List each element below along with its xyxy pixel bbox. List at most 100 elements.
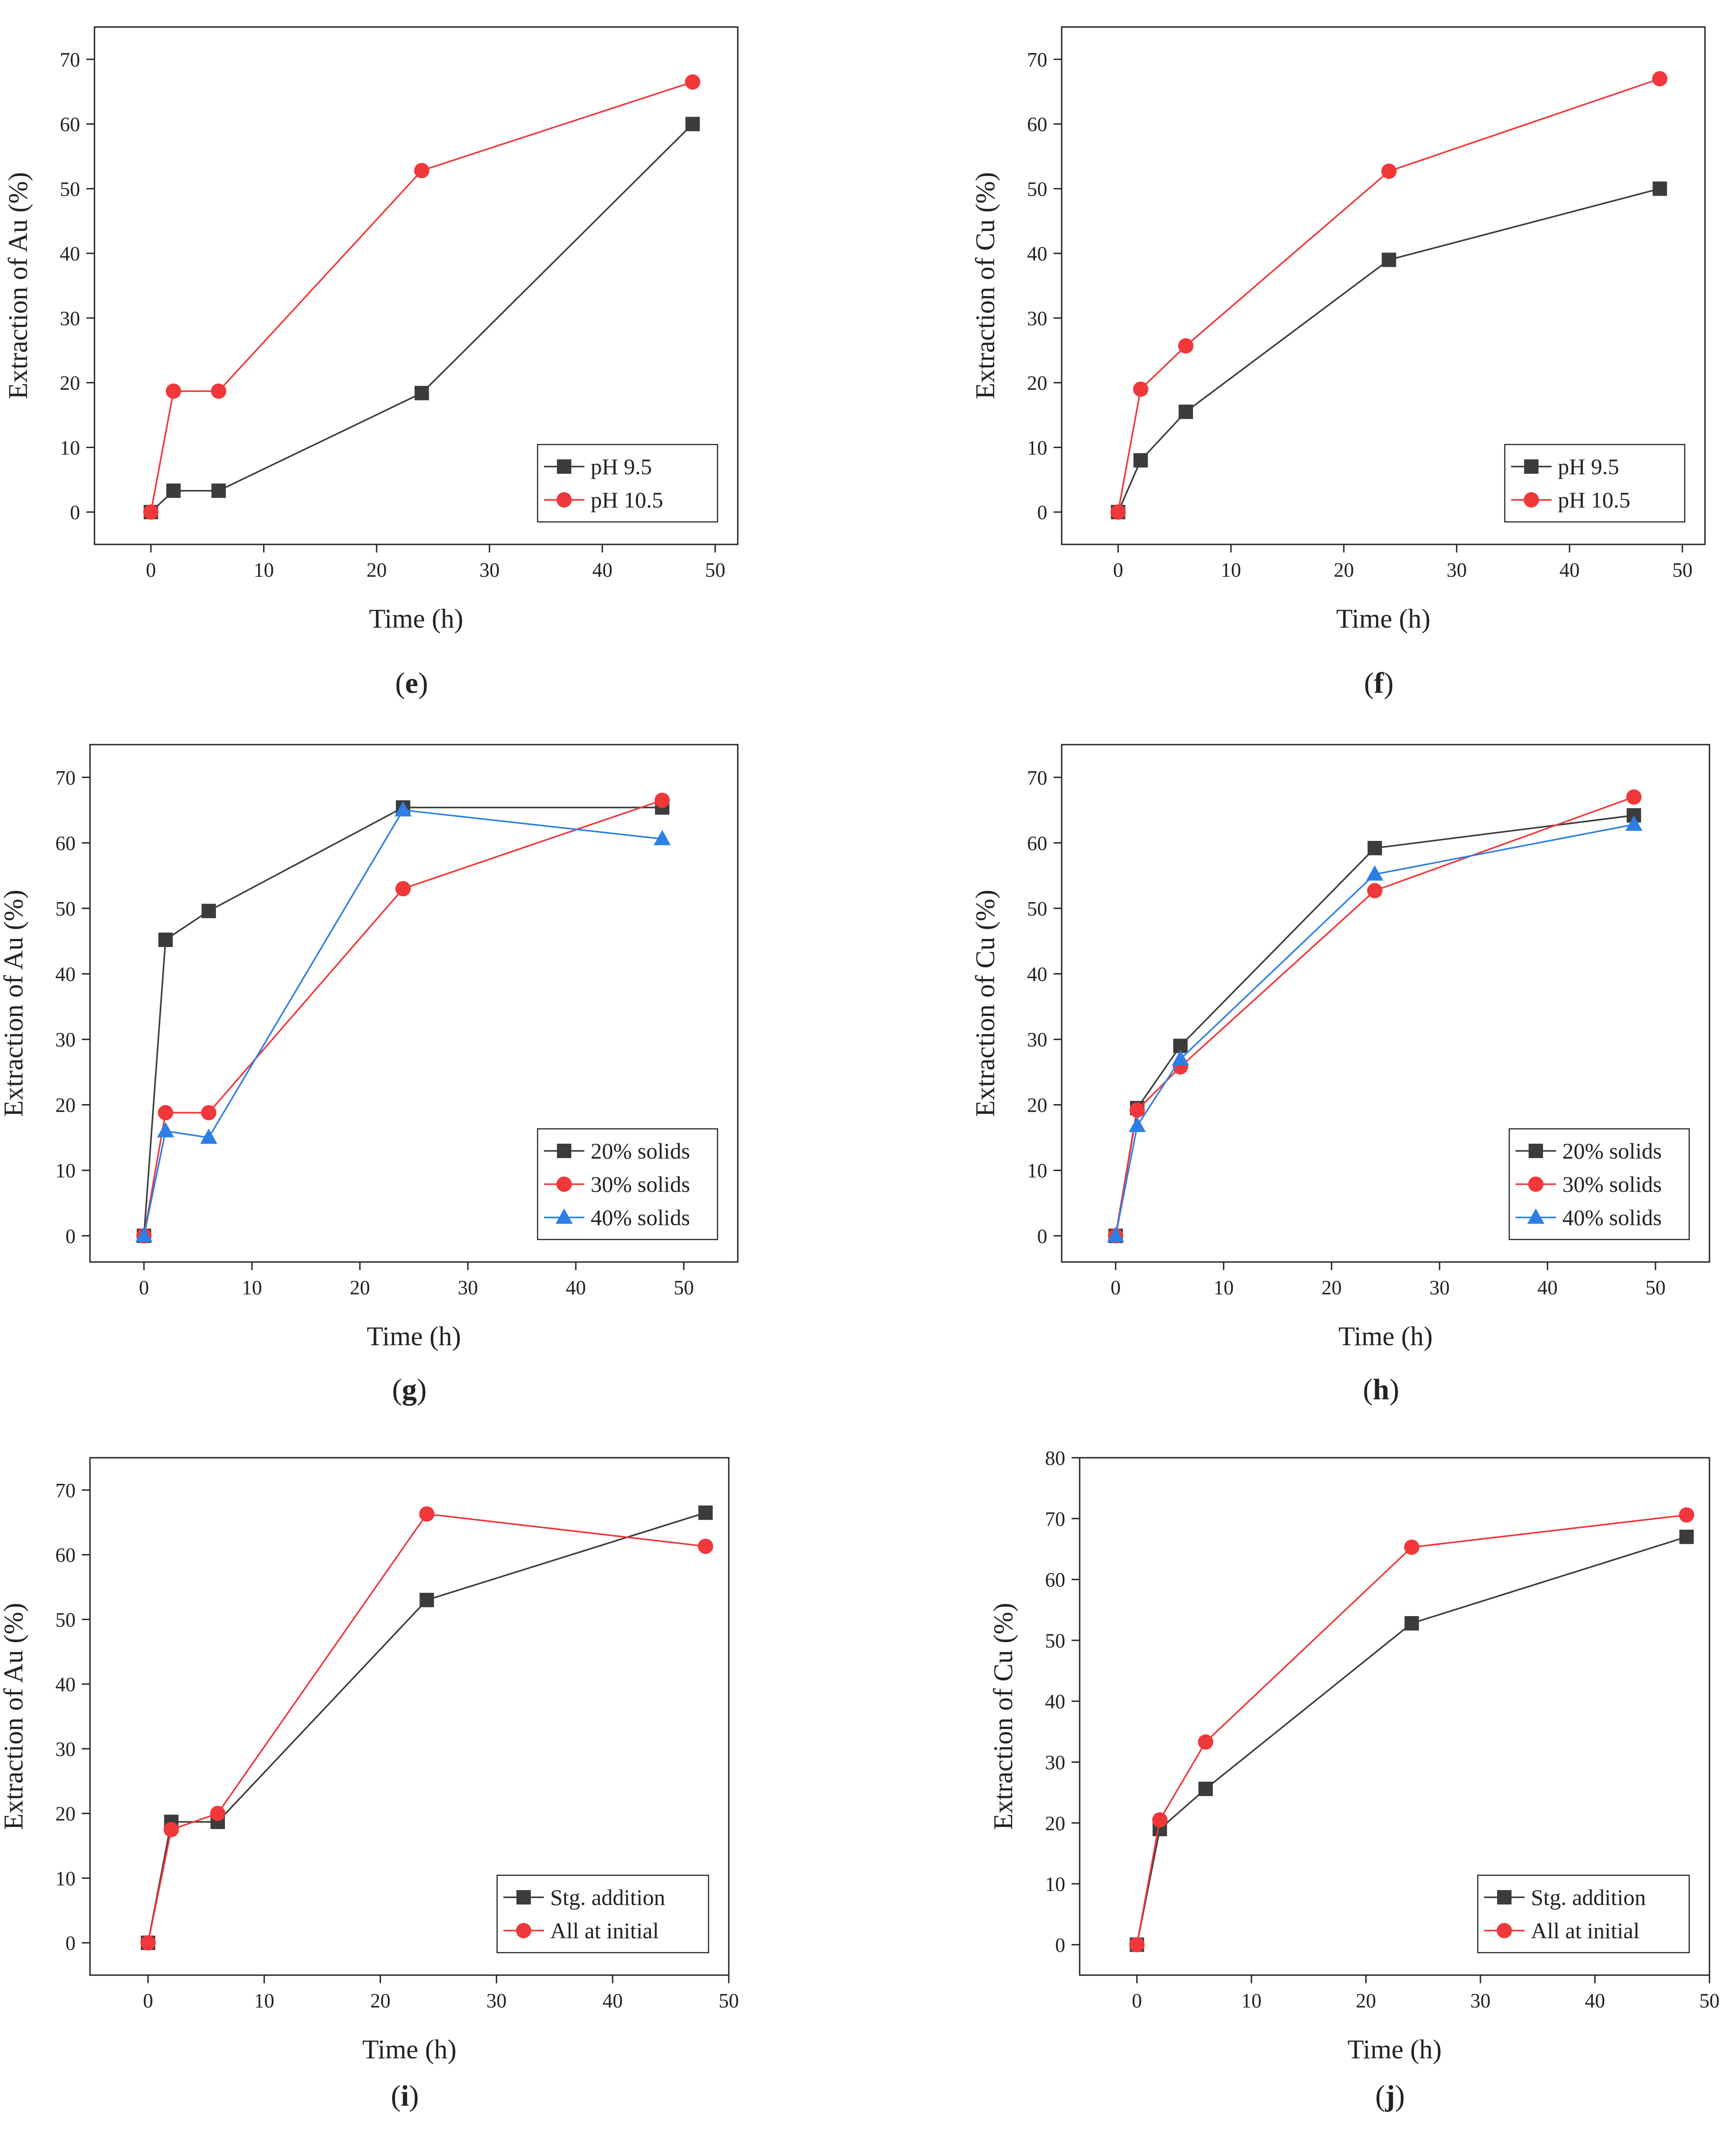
data-point bbox=[1133, 382, 1148, 397]
y-axis-label: Extraction of Au (%) bbox=[0, 1603, 28, 1830]
y-tick-label: 60 bbox=[55, 1544, 76, 1567]
legend-entry: Stg. addition bbox=[550, 1885, 665, 1910]
panel-caption-letter: e bbox=[405, 667, 418, 700]
data-point bbox=[419, 1506, 435, 1522]
legend-marker bbox=[516, 1923, 531, 1938]
y-tick-label: 50 bbox=[55, 1608, 76, 1631]
data-point bbox=[1178, 338, 1193, 354]
legend-entry: 20% solids bbox=[1562, 1138, 1662, 1163]
y-tick-label: 30 bbox=[55, 1738, 76, 1761]
data-point bbox=[654, 830, 671, 845]
panel-caption: (j) bbox=[1375, 2080, 1405, 2112]
x-tick-label: 30 bbox=[1470, 1990, 1490, 2012]
y-tick-label: 50 bbox=[1027, 178, 1047, 200]
data-point bbox=[655, 792, 670, 808]
data-point bbox=[1198, 1782, 1213, 1796]
y-tick-label: 0 bbox=[70, 501, 81, 524]
data-point bbox=[414, 163, 430, 179]
y-tick-label: 40 bbox=[1045, 1690, 1065, 1713]
data-point bbox=[157, 1122, 174, 1137]
legend-entry: 40% solids bbox=[591, 1205, 690, 1230]
y-tick-label: 40 bbox=[1027, 963, 1047, 985]
data-point bbox=[140, 1935, 156, 1951]
panel-caption: (f) bbox=[1364, 667, 1394, 700]
y-axis-label: Extraction of Cu (%) bbox=[970, 172, 1000, 400]
x-tick-label: 0 bbox=[139, 1276, 149, 1299]
panel-caption-letter: j bbox=[1385, 2080, 1395, 2112]
data-point bbox=[201, 1105, 216, 1121]
legend-entry: 30% solids bbox=[1562, 1172, 1662, 1197]
data-point bbox=[685, 74, 700, 90]
legend-entry: All at initial bbox=[1531, 1918, 1640, 1943]
data-point bbox=[202, 903, 216, 918]
x-tick-label: 50 bbox=[1700, 1990, 1720, 2012]
data-point bbox=[1130, 1102, 1145, 1118]
x-tick-label: 50 bbox=[719, 1990, 739, 2012]
plot-frame bbox=[1079, 1457, 1710, 1976]
data-point bbox=[1366, 865, 1383, 881]
y-tick-label: 70 bbox=[1027, 49, 1047, 71]
data-point bbox=[1626, 789, 1642, 805]
y-tick-label: 10 bbox=[55, 1159, 76, 1182]
x-tick-label: 50 bbox=[1672, 559, 1692, 581]
panel-caption: (h) bbox=[1363, 1373, 1400, 1406]
x-tick-label: 30 bbox=[1430, 1276, 1450, 1299]
data-point bbox=[395, 881, 411, 897]
x-tick-label: 10 bbox=[254, 1990, 274, 2012]
y-tick-label: 30 bbox=[60, 307, 80, 330]
panel-caption-letter: g bbox=[402, 1373, 417, 1406]
panel-caption: (g) bbox=[392, 1373, 427, 1406]
data-point bbox=[1652, 71, 1668, 86]
y-axis-label: Extraction of Au (%) bbox=[3, 172, 33, 400]
plot-frame bbox=[1061, 26, 1706, 545]
data-point bbox=[1404, 1539, 1420, 1555]
x-tick-label: 10 bbox=[1214, 1276, 1234, 1299]
data-point bbox=[1107, 1226, 1124, 1242]
legend-box bbox=[496, 1874, 709, 1954]
y-tick-label: 60 bbox=[60, 113, 80, 136]
data-point bbox=[1152, 1812, 1168, 1828]
data-point bbox=[1625, 815, 1642, 831]
x-tick-label: 10 bbox=[254, 559, 274, 581]
y-tick-label: 60 bbox=[55, 832, 76, 854]
y-tick-label: 10 bbox=[1027, 1159, 1047, 1182]
panel-caption-letter: i bbox=[401, 2080, 409, 2112]
x-tick-label: 50 bbox=[674, 1276, 694, 1299]
data-point bbox=[158, 932, 173, 947]
data-point bbox=[1178, 404, 1193, 419]
data-point bbox=[200, 1128, 217, 1144]
x-tick-label: 40 bbox=[566, 1276, 586, 1299]
legend-marker bbox=[557, 459, 571, 474]
plot-frame bbox=[94, 26, 739, 545]
panel-caption-letter: h bbox=[1373, 1373, 1390, 1406]
y-tick-label: 10 bbox=[60, 436, 80, 459]
data-point bbox=[1110, 504, 1126, 520]
y-tick-label: 60 bbox=[1027, 113, 1047, 136]
legend-entry: pH 9.5 bbox=[591, 454, 652, 479]
y-tick-label: 80 bbox=[1045, 1447, 1065, 1469]
legend-marker bbox=[1528, 1177, 1543, 1192]
x-tick-label: 0 bbox=[143, 1990, 153, 2012]
y-tick-label: 40 bbox=[60, 243, 80, 265]
y-axis-label: Extraction of Cu (%) bbox=[970, 890, 1000, 1117]
x-tick-label: 40 bbox=[1559, 559, 1579, 581]
x-tick-label: 0 bbox=[1113, 559, 1123, 581]
data-point bbox=[166, 383, 181, 399]
legend-box bbox=[1477, 1874, 1690, 1954]
y-tick-label: 20 bbox=[1027, 1094, 1047, 1117]
legend-marker bbox=[1497, 1890, 1512, 1904]
x-tick-label: 0 bbox=[1132, 1990, 1142, 2012]
data-point bbox=[698, 1538, 713, 1554]
data-point bbox=[143, 504, 159, 520]
data-point bbox=[1382, 252, 1396, 267]
plot-frame bbox=[89, 1457, 730, 1976]
data-point bbox=[1652, 181, 1667, 196]
y-tick-label: 10 bbox=[1045, 1873, 1065, 1895]
legend-marker bbox=[556, 1177, 572, 1192]
legend-entry: pH 10.5 bbox=[591, 487, 663, 512]
data-point bbox=[1172, 1050, 1189, 1065]
y-tick-label: 50 bbox=[1027, 898, 1047, 920]
data-point bbox=[1381, 163, 1397, 179]
y-tick-label: 0 bbox=[66, 1225, 76, 1248]
